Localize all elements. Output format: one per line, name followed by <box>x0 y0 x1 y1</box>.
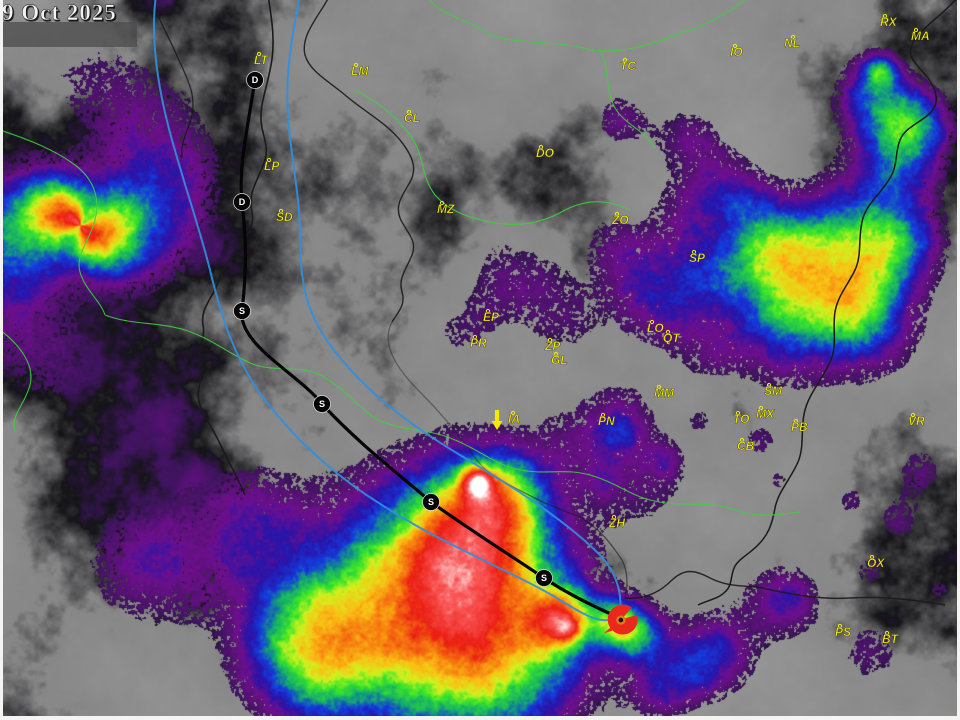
svg-text:IO: IO <box>730 45 743 59</box>
svg-text:TO: TO <box>733 412 750 426</box>
svg-text:LP: LP <box>264 159 280 173</box>
svg-text:MM: MM <box>654 386 675 400</box>
svg-text:OX: OX <box>867 556 885 570</box>
svg-text:PR: PR <box>470 336 487 350</box>
svg-text:ZO: ZO <box>611 213 629 227</box>
svg-text:PB: PB <box>791 420 808 434</box>
svg-text:SP: SP <box>689 251 706 265</box>
svg-text:SD: SD <box>276 210 293 224</box>
svg-text:GL: GL <box>551 353 568 367</box>
svg-text:IA: IA <box>508 412 520 426</box>
svg-text:MZ: MZ <box>437 202 455 216</box>
svg-text:LO: LO <box>647 321 664 335</box>
svg-text:DO: DO <box>536 146 555 160</box>
svg-text:VR: VR <box>908 414 925 428</box>
svg-text:MX: MX <box>756 407 775 421</box>
svg-text:ZH: ZH <box>608 516 625 530</box>
svg-text:EP: EP <box>483 310 500 324</box>
svg-text:NL: NL <box>784 36 800 50</box>
svg-text:BT: BT <box>882 632 900 646</box>
svg-text:S: S <box>239 306 245 316</box>
svg-text:S: S <box>541 573 547 583</box>
svg-text:S: S <box>428 497 434 507</box>
svg-text:LM: LM <box>351 64 369 78</box>
svg-text:S: S <box>319 399 325 409</box>
svg-text:MA: MA <box>911 29 930 43</box>
svg-text:PN: PN <box>598 414 615 428</box>
svg-text:9 Oct 2025: 9 Oct 2025 <box>2 0 117 25</box>
svg-text:LT: LT <box>254 53 269 67</box>
svg-text:RX: RX <box>880 15 898 29</box>
svg-text:SM: SM <box>764 384 783 398</box>
svg-text:QT: QT <box>663 331 681 345</box>
svg-text:PS: PS <box>835 625 851 639</box>
svg-text:TC: TC <box>620 59 636 73</box>
svg-text:CL: CL <box>404 111 420 125</box>
svg-text:D: D <box>239 197 246 207</box>
svg-text:D: D <box>252 75 259 85</box>
svg-text:ZP: ZP <box>544 339 561 353</box>
svg-text:CB: CB <box>737 439 755 453</box>
